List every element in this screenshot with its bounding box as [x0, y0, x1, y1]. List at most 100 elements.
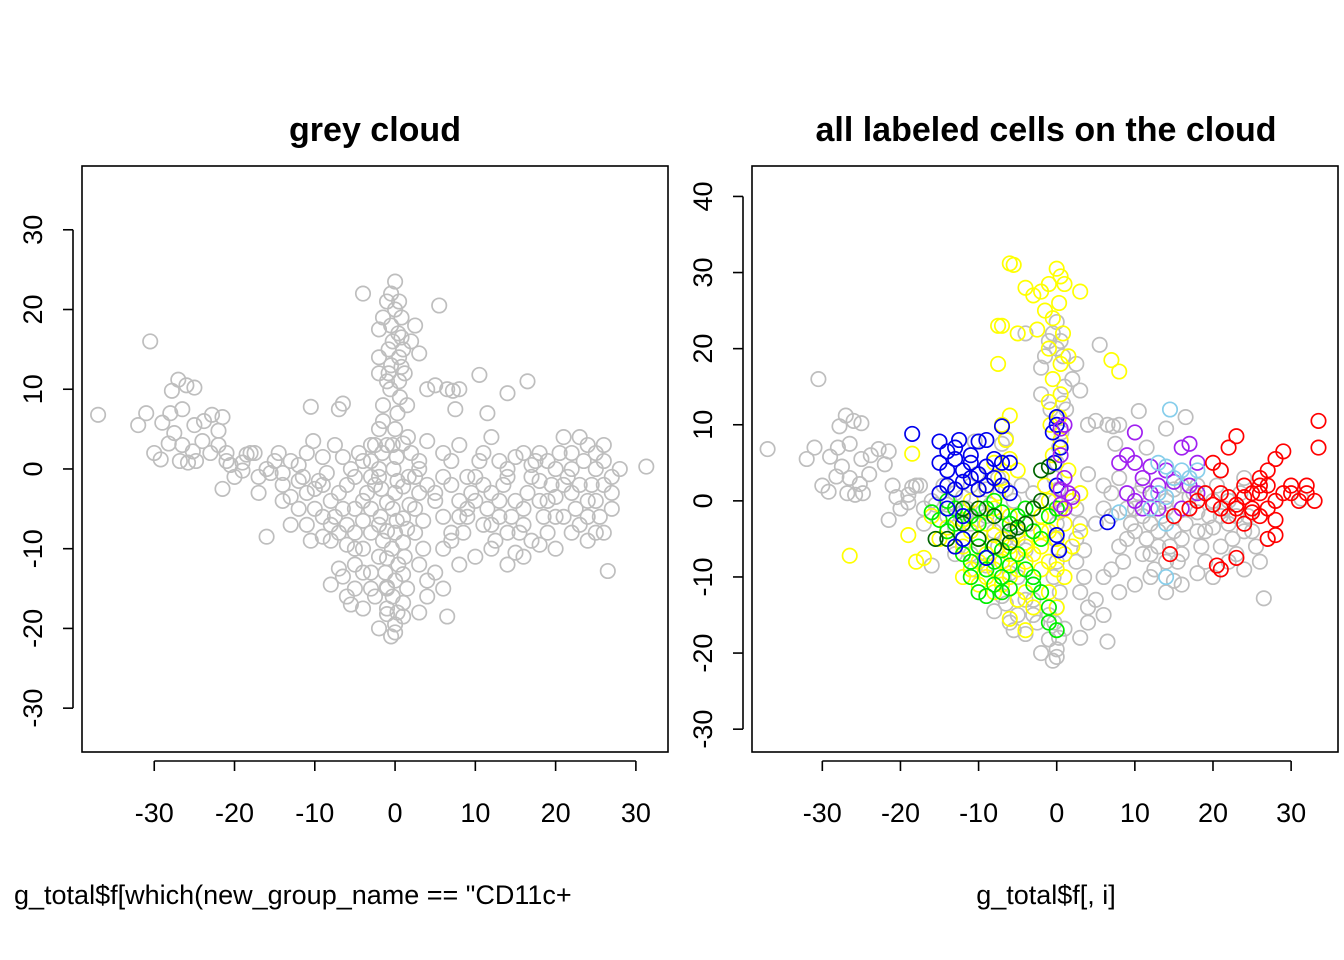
right-plot-point — [1001, 450, 1018, 468]
left-plot-x-axis: -30 -20 -10 0 10 20 30 — [135, 760, 651, 828]
left-plot-point — [595, 524, 612, 541]
left-plot-point — [362, 500, 380, 517]
left-plot-point — [298, 516, 315, 533]
right-plot-point — [1036, 348, 1054, 365]
right-plot-point — [1087, 515, 1104, 532]
right-plot-point — [962, 447, 979, 464]
right-plot-point — [1103, 352, 1120, 369]
right-plot-point — [1154, 508, 1171, 525]
right-plot-point — [1099, 514, 1116, 531]
right-plot-point — [962, 469, 979, 487]
left-plot-x-label: g_total$f[which(new_group_name == "CD11c… — [14, 880, 572, 910]
right-plot-point — [1236, 561, 1253, 578]
right-plot-point — [1204, 454, 1222, 471]
right-plot-point — [1138, 439, 1155, 456]
right-plot-point — [1212, 561, 1229, 578]
right-plot-frame — [751, 165, 1339, 753]
left-plot-point — [467, 468, 484, 485]
right-plot-point — [931, 433, 948, 450]
left-plot-x-tick-label: 10 — [460, 798, 490, 828]
right-plot-point — [1126, 576, 1143, 593]
left-plot-point — [389, 472, 406, 489]
right-plot-point — [1150, 523, 1167, 540]
right-plot-point — [904, 445, 921, 462]
left-plot-point — [411, 484, 428, 501]
right-plot-point — [1181, 435, 1198, 452]
right-plot-x-tick-label: -30 — [803, 798, 842, 828]
left-plot-point — [531, 472, 548, 489]
right-plot-point — [1064, 371, 1081, 388]
left-plot-point — [531, 536, 548, 553]
right-plot-point — [1185, 485, 1202, 502]
left-plot-point — [362, 524, 380, 541]
left-plot-point — [354, 452, 372, 470]
left-plot-point — [419, 433, 436, 450]
right-plot-point — [1095, 568, 1112, 586]
left-plot-point — [310, 472, 327, 489]
left-plot-point — [290, 500, 307, 517]
left-plot-point — [495, 476, 512, 493]
left-plot-point — [387, 624, 404, 641]
right-plot-point — [845, 412, 862, 429]
right-plot-point — [978, 549, 995, 566]
right-plot-point — [1146, 561, 1163, 578]
right-plot-point — [1212, 462, 1229, 479]
right-plot-point — [1054, 325, 1072, 342]
right-plot-point — [1173, 576, 1190, 593]
left-plot-point — [547, 488, 564, 505]
right-plot-point — [954, 504, 972, 521]
left-plot-point — [599, 562, 616, 580]
right-plot-point — [1189, 565, 1206, 582]
right-plot-point — [978, 431, 995, 449]
right-plot-point — [978, 561, 995, 578]
left-plot-y-tick-label: -20 — [18, 609, 48, 648]
left-plot-x-tick-label: -30 — [135, 798, 174, 828]
right-plot-point — [978, 587, 995, 605]
right-plot-y-axis: -30 -20 -10 0 10 20 30 40 — [688, 181, 744, 749]
right-plot-point — [1130, 485, 1147, 502]
right-plot-point — [1220, 439, 1237, 456]
left-plot-point — [354, 285, 372, 302]
left-plot-point — [294, 468, 311, 485]
right-plot-point — [1236, 469, 1253, 487]
right-plot-point — [839, 485, 856, 502]
right-plot-point — [990, 317, 1007, 334]
right-plot-point — [1056, 275, 1073, 293]
left-plot-point — [539, 492, 556, 509]
right-plot-point — [1001, 610, 1018, 627]
left-plot-point — [354, 600, 372, 617]
right-plot-point — [1158, 553, 1175, 570]
left-plot-point — [611, 460, 628, 478]
right-plot-point — [1158, 568, 1175, 586]
left-plot-point — [491, 452, 508, 470]
left-plot-point — [258, 528, 275, 545]
right-plot-point — [1001, 546, 1018, 563]
right-plot-point — [854, 485, 871, 502]
left-plot-point — [214, 409, 231, 426]
right-plot-point — [908, 553, 925, 570]
right-plot-point — [1017, 622, 1034, 639]
right-plot-point — [1212, 485, 1229, 502]
left-plot-point — [559, 468, 576, 485]
right-plot-point — [1051, 584, 1068, 601]
right-plot-x-tick-label: 0 — [1049, 798, 1064, 828]
right-plot-point — [1051, 294, 1068, 312]
left-plot-point — [579, 532, 596, 549]
right-plot-point — [1158, 420, 1175, 437]
right-plot-point — [1310, 412, 1327, 429]
left-plot-point — [338, 588, 355, 605]
right-plot-point — [1025, 606, 1042, 624]
right-plot-point — [939, 477, 956, 494]
right-plot-point — [1134, 546, 1151, 563]
left-plot-point — [362, 580, 380, 597]
right-plot-point — [1107, 435, 1124, 452]
right-plot-point — [806, 439, 823, 456]
left-plot-point — [415, 540, 432, 557]
left-plot-point — [162, 405, 179, 422]
right-plot-y-tick-label: -10 — [688, 557, 718, 596]
right-plot-point — [958, 500, 975, 517]
right-plot-point — [927, 496, 944, 513]
right-plot-point — [939, 496, 956, 513]
left-plot-point — [387, 301, 404, 318]
left-plot-point — [370, 421, 388, 438]
